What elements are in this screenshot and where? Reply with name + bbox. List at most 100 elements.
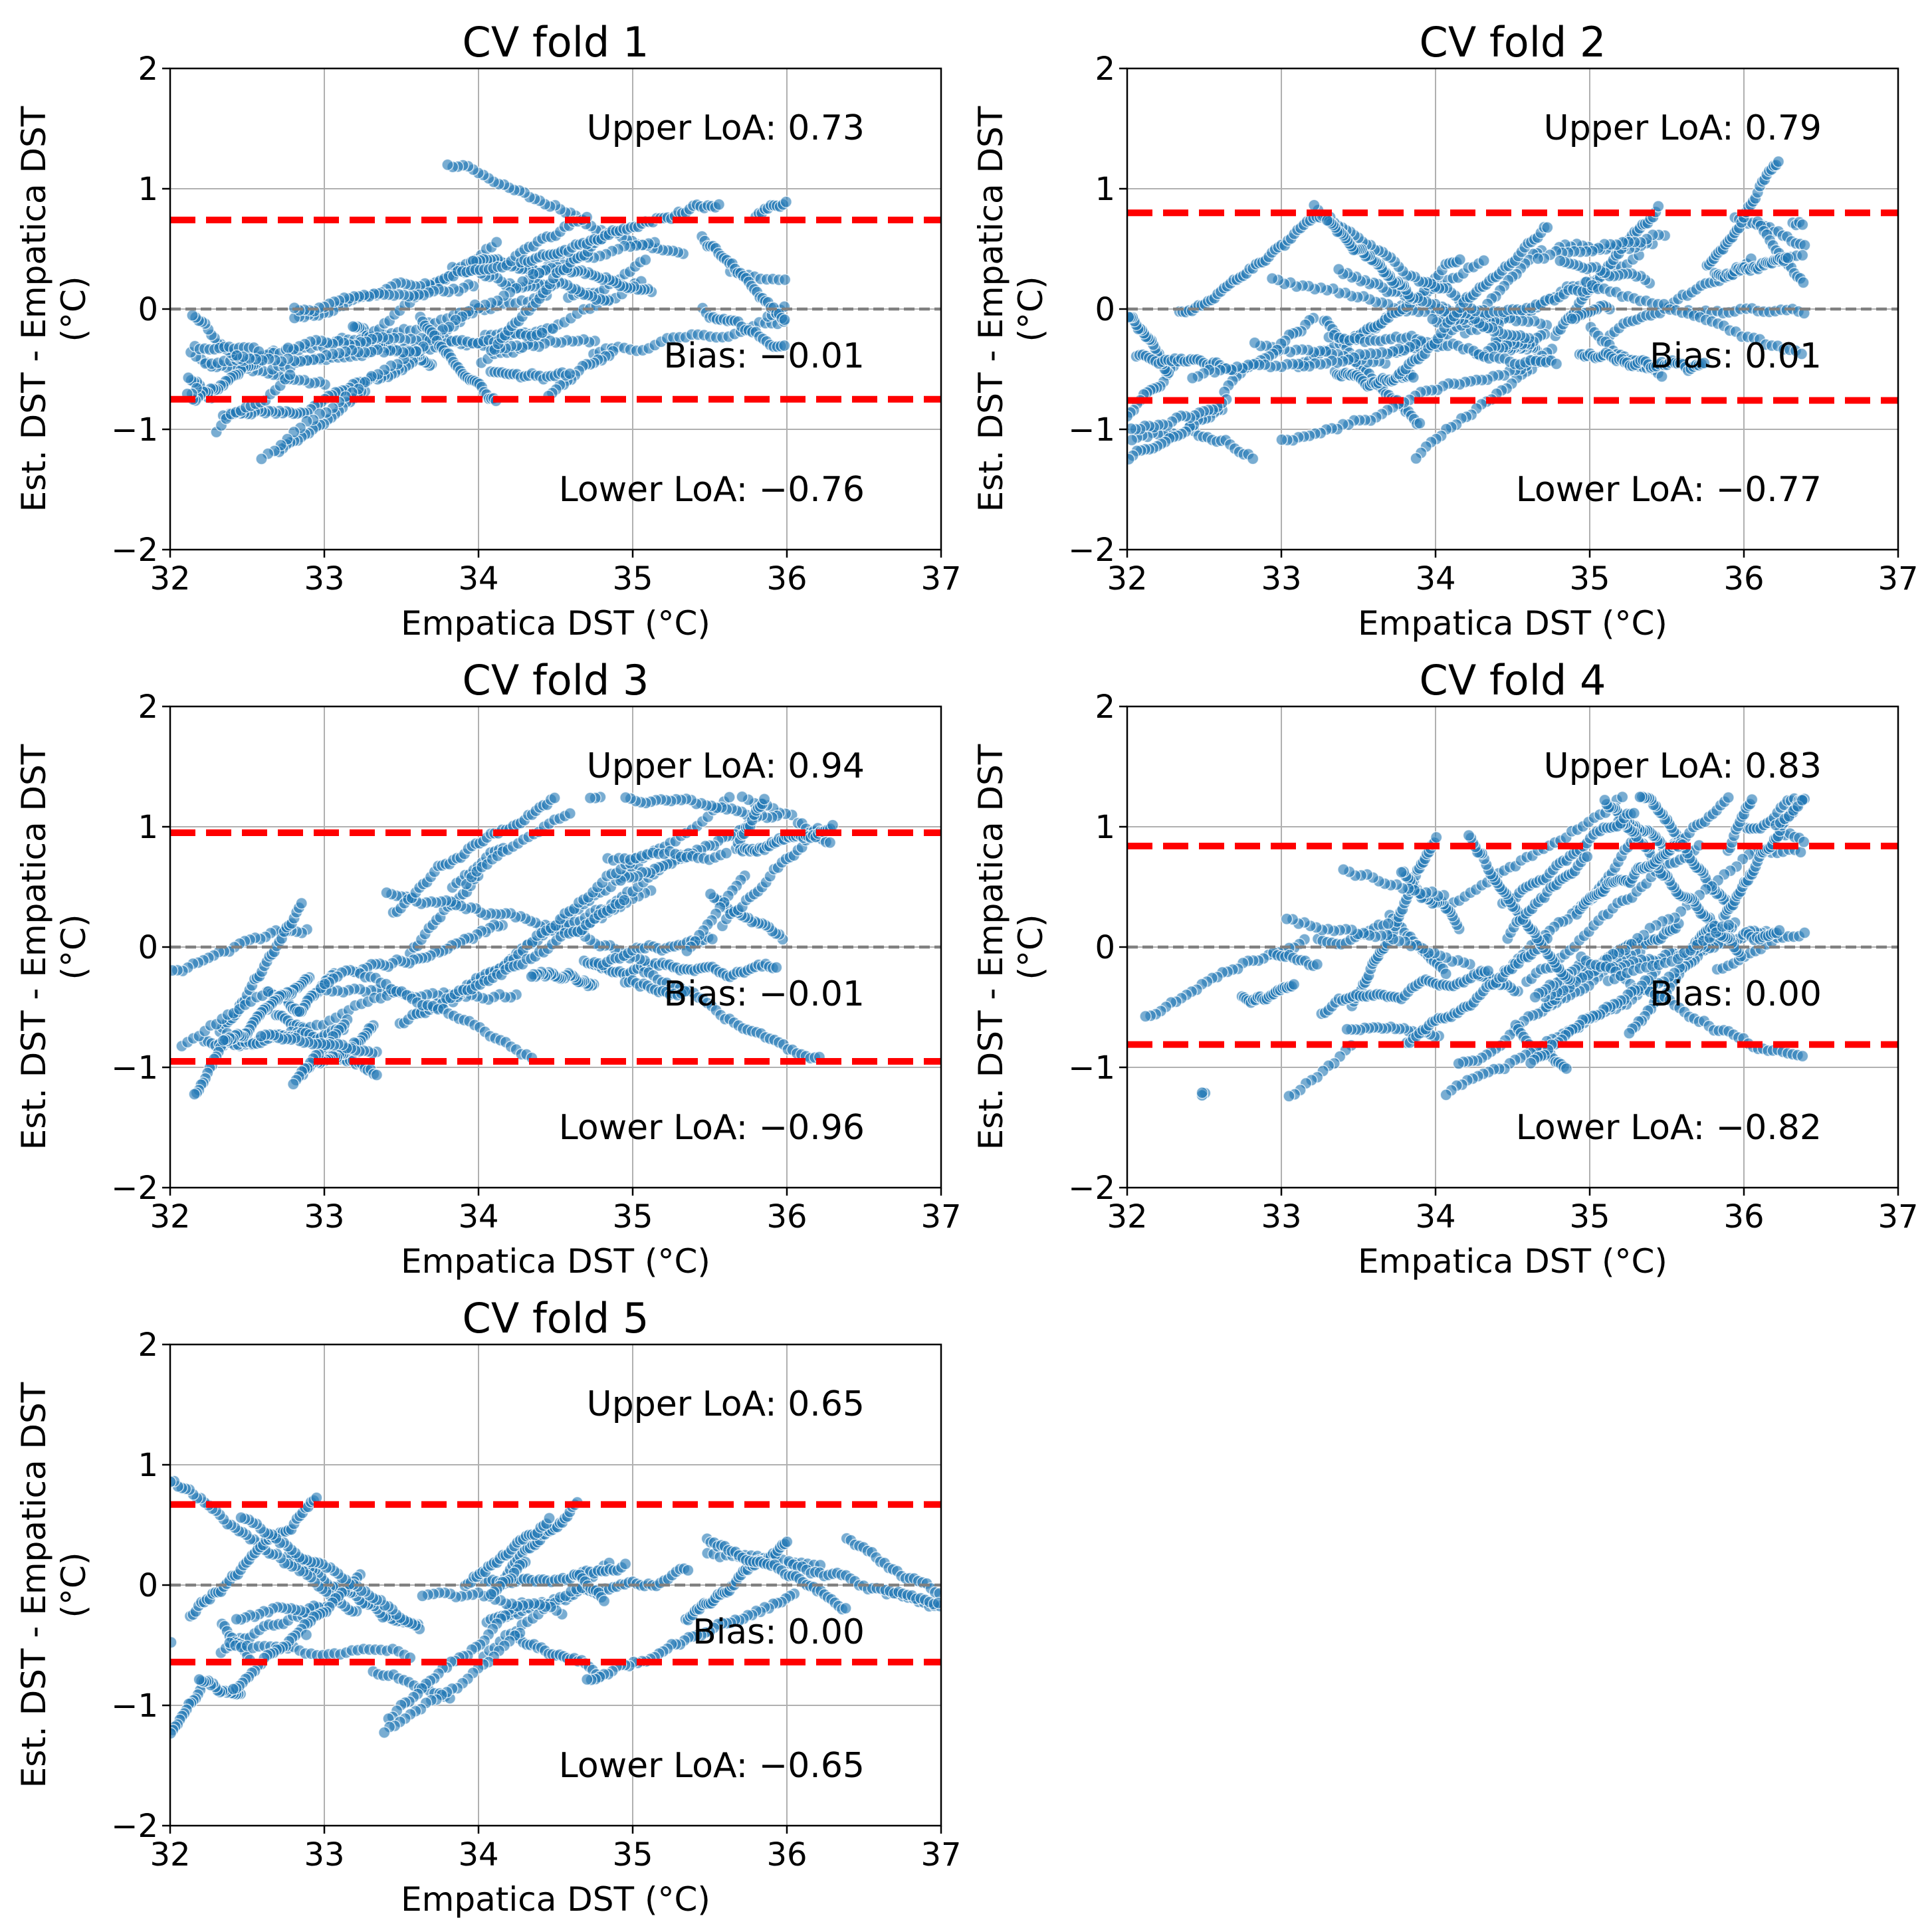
data-point: [536, 326, 548, 339]
data-point: [1321, 214, 1334, 227]
data-point: [1341, 1023, 1354, 1035]
data-point: [1797, 835, 1810, 849]
data-point: [1529, 991, 1542, 1004]
scatter-points: [1139, 790, 1811, 1103]
data-point: [1440, 968, 1452, 980]
data-point: [1139, 1010, 1152, 1023]
x-tick-label: 37: [920, 560, 961, 597]
data-point: [712, 198, 726, 211]
data-point: [780, 195, 793, 208]
data-point: [1634, 790, 1646, 803]
scatter-points: [170, 790, 839, 1101]
data-point: [1426, 312, 1439, 326]
data-point: [1311, 958, 1324, 971]
data-point: [1308, 199, 1321, 211]
data-point: [186, 309, 199, 322]
data-point: [1560, 1062, 1573, 1075]
data-point: [1481, 964, 1495, 978]
data-point: [1280, 912, 1293, 925]
data-point: [1246, 453, 1259, 465]
data-point: [1337, 863, 1350, 876]
data-point: [679, 985, 692, 998]
data-point: [778, 273, 792, 286]
data-point: [1796, 249, 1809, 262]
scatter-points: [181, 158, 793, 465]
data-point: [490, 236, 503, 249]
data-point: [1127, 310, 1135, 324]
data-point: [758, 793, 771, 805]
y-tick-label: −2: [1068, 532, 1115, 569]
x-tick-label: 33: [1261, 560, 1301, 597]
data-point: [1410, 452, 1422, 465]
chart-title: CV fold 2: [1420, 18, 1606, 66]
data-point: [1127, 422, 1138, 435]
x-tick-label: 34: [458, 1198, 498, 1235]
upper-loa-annotation: Upper LoA: 0.79: [1544, 108, 1822, 148]
data-point: [1186, 372, 1199, 384]
data-point: [1796, 794, 1809, 807]
data-point: [1796, 218, 1809, 231]
data-point: [347, 320, 360, 333]
data-point: [778, 339, 791, 352]
data-point: [1413, 417, 1426, 429]
y-tick-label: −1: [111, 411, 158, 449]
data-point: [564, 807, 576, 820]
data-point: [262, 985, 274, 998]
data-point: [1798, 239, 1811, 252]
data-point: [1395, 866, 1408, 879]
data-point: [527, 268, 540, 280]
y-axis-label: Est. DST - Empatica DST: [15, 744, 53, 1150]
data-point: [1598, 794, 1611, 807]
bias-annotation: Bias: −0.01: [664, 336, 865, 376]
x-tick-label: 34: [1415, 560, 1455, 597]
data-point: [723, 791, 736, 803]
x-tick-label: 33: [304, 1198, 344, 1235]
data-point: [255, 453, 268, 465]
data-point: [370, 1069, 383, 1081]
data-point: [1452, 1057, 1465, 1070]
data-point: [1697, 357, 1711, 370]
data-point: [778, 313, 791, 326]
y-tick-label: −1: [1068, 411, 1115, 449]
data-point: [525, 970, 538, 983]
y-tick-label: 1: [138, 809, 158, 846]
x-tick-label: 36: [766, 560, 807, 597]
data-point: [1531, 252, 1545, 265]
upper-loa-annotation: Upper LoA: 0.94: [587, 746, 865, 786]
data-point: [1524, 1057, 1537, 1069]
x-tick-label: 32: [150, 1198, 190, 1235]
y-tick-label: 1: [1095, 171, 1115, 208]
data-point: [1565, 312, 1578, 325]
data-point: [548, 792, 561, 804]
data-point: [1453, 253, 1466, 266]
data-point: [1127, 453, 1135, 466]
data-point: [1196, 1086, 1209, 1099]
data-point: [295, 897, 308, 910]
data-point: [1407, 371, 1420, 384]
data-point: [1796, 1049, 1809, 1063]
x-tick-label: 35: [612, 1198, 653, 1235]
data-point: [282, 342, 294, 354]
x-tick-label: 35: [1569, 560, 1610, 597]
data-point: [1333, 263, 1345, 276]
data-point: [318, 978, 331, 990]
lower-loa-annotation: Lower LoA: −0.76: [559, 470, 865, 510]
data-point: [1745, 793, 1759, 806]
x-tick-label: 37: [1878, 560, 1918, 597]
x-tick-label: 37: [920, 1198, 961, 1235]
data-point: [736, 790, 748, 803]
y-axis-unit-label: (°C): [54, 914, 93, 980]
data-point: [217, 1034, 230, 1047]
data-point: [1541, 221, 1554, 234]
data-point: [293, 1005, 306, 1018]
y-axis-label: Est. DST - Empatica DST: [972, 106, 1010, 512]
data-point: [1440, 1089, 1453, 1101]
data-point: [706, 932, 719, 946]
chart-title: CV fold 1: [463, 18, 649, 66]
data-point: [1628, 807, 1640, 819]
data-point: [618, 894, 631, 907]
y-tick-label: 2: [138, 51, 158, 88]
